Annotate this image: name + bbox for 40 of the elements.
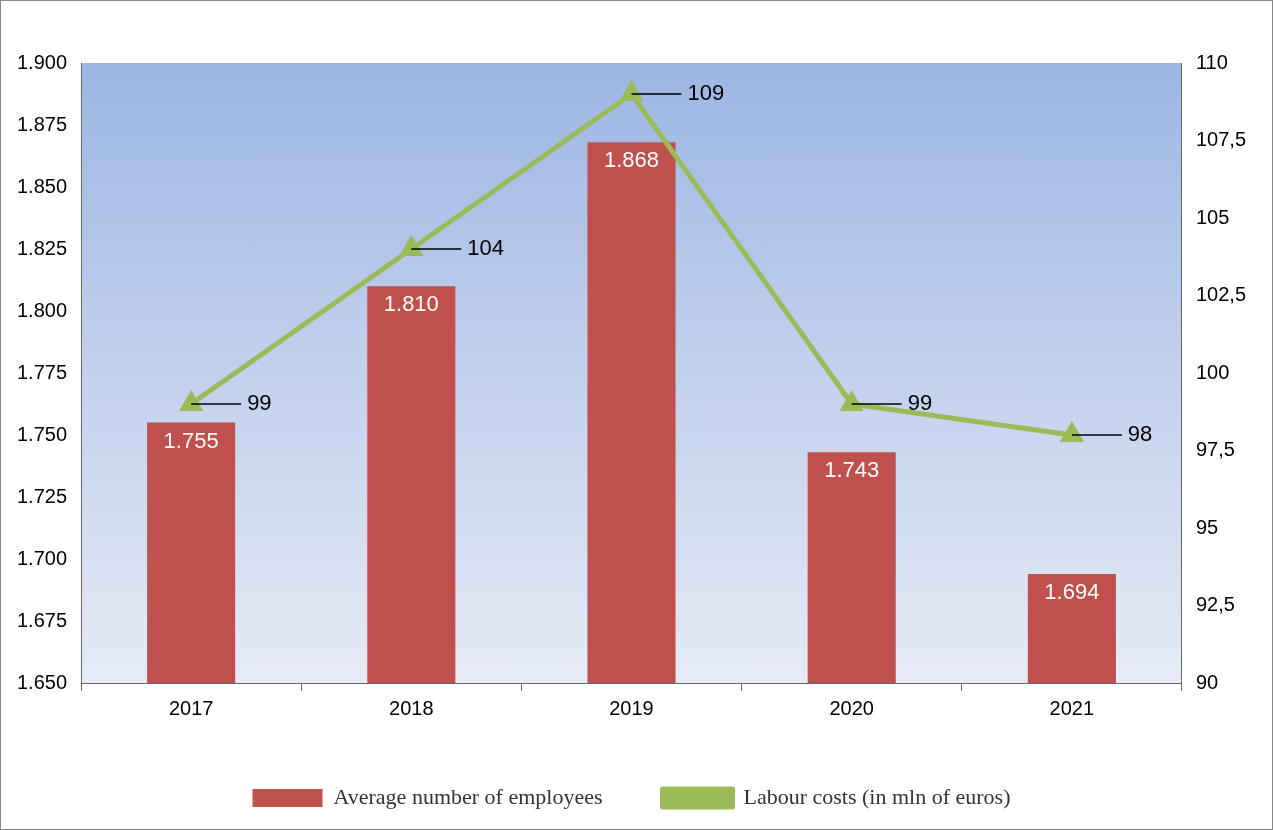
x-tick-label: 2018 [389,696,434,719]
point [841,392,862,411]
x-tick-label: 2017 [168,696,214,719]
data-label: 98 [1127,421,1153,447]
x-tick-label: 2019 [609,696,654,719]
data-label: 99 [247,390,272,416]
y-tick-label: 1.750 [16,422,68,445]
y2-tick-label: 110 [1195,50,1228,73]
legend-label: Labour costs (in mln of euros) [743,783,1011,809]
data-label: 104 [467,235,505,261]
legend-label: Average number of employees [333,783,603,809]
point [401,237,422,256]
y-tick-label: 1.900 [16,50,68,73]
y-tick-label: 1.725 [16,484,68,507]
y2-tick-label: 100 [1195,360,1230,383]
data-label: 109 [687,80,725,106]
y-tick-label: 1.800 [16,298,68,321]
y2-tick-label: 102,5 [1195,283,1247,306]
y-tick-label: 1.875 [16,112,68,135]
y2-tick-label: 95 [1195,515,1219,538]
x-tick-label: 2020 [829,696,874,719]
y2-tick-label: 97,5 [1195,438,1235,461]
data-label: 99 [907,390,933,416]
data-label: 1.694 [1044,578,1100,604]
x-tick-label: 2021 [1049,696,1095,719]
data-label: 1.868 [603,147,660,173]
data-label: 1.743 [824,457,880,483]
y2-tick-label: 105 [1195,205,1230,228]
y-tick-label: 1.850 [16,174,68,197]
y-tick-label: 1.700 [16,546,68,569]
data-label: 1.755 [163,427,219,453]
y-tick-label: 1.825 [16,236,68,259]
y-tick-label: 1.775 [16,360,68,383]
y2-tick-label: 92,5 [1195,593,1235,616]
point [621,82,642,101]
y2-tick-label: 107,5 [1195,128,1247,151]
y-tick-label: 1.675 [16,608,68,631]
y-tick-label: 1.650 [16,670,68,693]
data-label: 1.810 [383,291,439,317]
y2-tick-label: 90 [1195,670,1219,693]
